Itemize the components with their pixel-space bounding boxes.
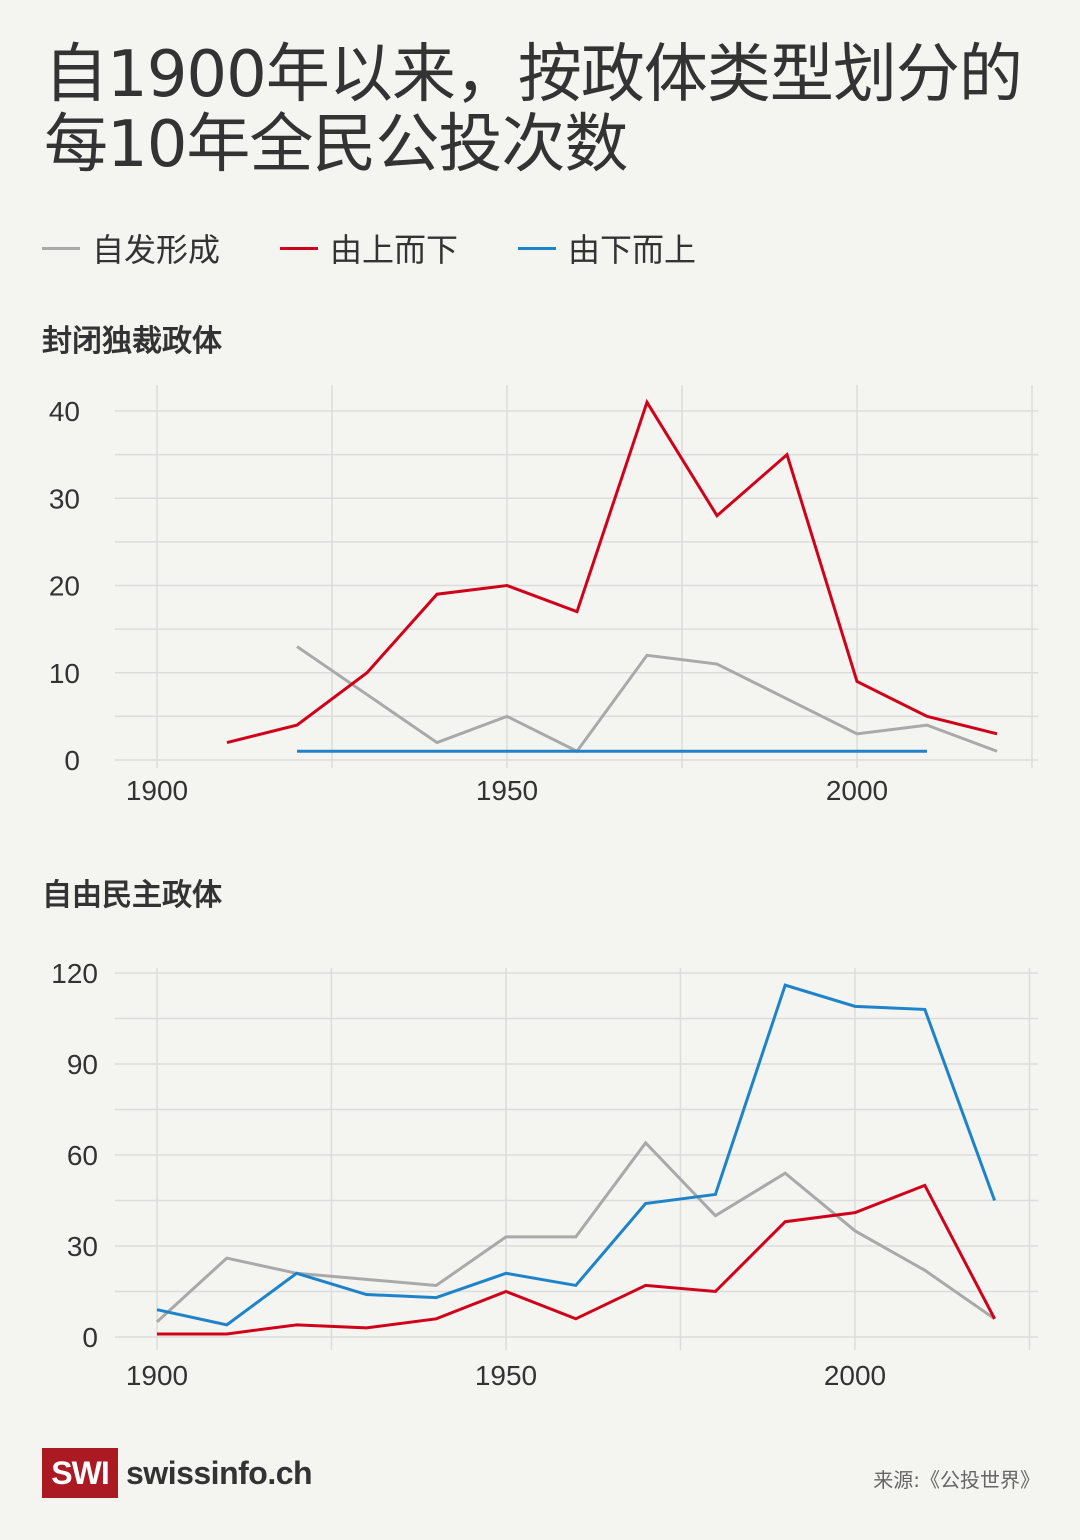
x-tick-label: 1950 — [476, 775, 538, 806]
y-tick-label: 20 — [49, 571, 80, 602]
y-tick-label: 10 — [49, 658, 80, 689]
x-tick-label: 1950 — [475, 1360, 537, 1391]
chart2-subtitle: 自由民主政体 — [42, 878, 222, 913]
legend-swatch-blue — [518, 246, 557, 250]
legend: 自发形成 由上而下 由下而上 — [42, 225, 756, 271]
legend-label: 由上而下 — [330, 231, 459, 269]
source-note: 来源:《公投世界》 — [873, 1468, 1040, 1492]
legend-swatch-gray — [42, 246, 80, 250]
x-tick-label: 1900 — [126, 1360, 188, 1391]
series-line — [156, 983, 997, 1327]
y-tick-label: 30 — [67, 1231, 98, 1262]
series-line — [157, 1183, 996, 1336]
y-tick-label: 60 — [67, 1140, 98, 1171]
chart-liberal-democracy: 0 30 60 90 120 1900 1950 2000 — [51, 958, 1038, 1391]
y-tick-label: 120 — [51, 958, 98, 989]
y-tick-label: 0 — [82, 1322, 98, 1353]
y-tick-label: 90 — [67, 1049, 98, 1080]
legend-swatch-red — [280, 246, 319, 250]
swi-logo-box: SWI — [42, 1448, 118, 1498]
legend-label: 由下而上 — [568, 231, 697, 269]
series-line — [296, 645, 998, 754]
chart-title: 自1900年以来，按政体类型划分的每10年全民公投次数 — [44, 38, 1023, 182]
legend-item-spontaneous: 自发形成 — [42, 225, 220, 271]
swi-logo-text: swissinfo.ch — [126, 1454, 313, 1491]
chart-closed-autocracy: 0 10 20 30 40 1900 1950 2000 — [49, 385, 1038, 806]
legend-item-top-down: 由上而下 — [280, 225, 458, 271]
legend-label: 自发形成 — [92, 231, 221, 269]
y-tick-label: 30 — [49, 483, 80, 514]
y-tick-label: 0 — [64, 745, 80, 776]
series-line — [155, 1140, 996, 1323]
chart1-subtitle: 封闭独裁政体 — [42, 324, 222, 359]
legend-item-bottom-up: 由下而上 — [518, 225, 696, 271]
x-tick-label: 2000 — [826, 775, 888, 806]
x-tick-label: 1900 — [126, 775, 188, 806]
y-tick-label: 40 — [49, 396, 80, 427]
swissinfo-logo[interactable]: SWI swissinfo.ch — [42, 1448, 313, 1498]
series-line — [226, 398, 998, 745]
x-tick-label: 2000 — [824, 1360, 886, 1391]
